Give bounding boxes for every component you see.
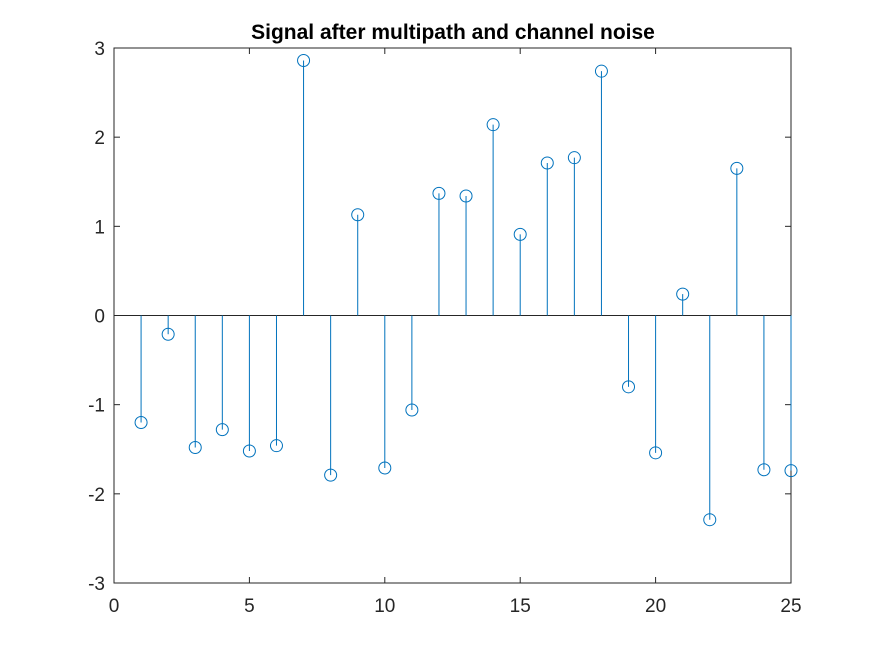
stem-marker: [324, 468, 338, 482]
stem-marker: [567, 151, 581, 165]
y-tick-label: 1: [94, 217, 105, 238]
stem-marker: [351, 208, 365, 222]
stem-marker: [730, 161, 744, 175]
stem-marker: [513, 227, 527, 241]
y-tick-label: -3: [88, 574, 105, 595]
chart-title: Signal after multipath and channel noise: [251, 21, 655, 44]
x-tick-label: 5: [244, 596, 255, 617]
y-tick-label: -2: [88, 485, 105, 506]
stem-marker: [134, 416, 148, 429]
y-tick-label: 0: [94, 307, 105, 328]
y-tick-label: 2: [94, 128, 105, 149]
stem-marker: [297, 53, 311, 67]
plot-area: 0 5 10 15 20 25 -3 -2 -1 0 1 2 3: [88, 39, 801, 617]
stem-marker: [622, 380, 636, 394]
stem-marker: [703, 513, 717, 527]
stem-marker: [269, 439, 283, 453]
stem-marker: [188, 440, 202, 454]
x-tick-label: 15: [510, 596, 531, 617]
stem-marker: [161, 327, 175, 341]
stem-marker: [432, 186, 446, 200]
stem-marker: [215, 423, 229, 437]
x-tick-label: 20: [645, 596, 666, 617]
stem-marker: [459, 189, 473, 203]
stem-marker: [540, 156, 554, 170]
stem-marker: [676, 287, 690, 301]
stem-marker: [242, 444, 256, 458]
x-tick-label: 0: [109, 596, 120, 617]
stem-marker: [378, 461, 392, 475]
x-tick-label: 10: [374, 596, 395, 617]
stem-marker: [486, 118, 500, 132]
stem-marker: [405, 403, 419, 417]
stem-marker: [757, 463, 771, 477]
x-tick-label: 25: [780, 596, 801, 617]
y-tick-label: 3: [94, 39, 105, 60]
stem-marker: [784, 464, 798, 478]
stem-marker: [649, 446, 663, 460]
stem-marker: [594, 64, 608, 78]
y-tick-label: -1: [88, 396, 105, 417]
